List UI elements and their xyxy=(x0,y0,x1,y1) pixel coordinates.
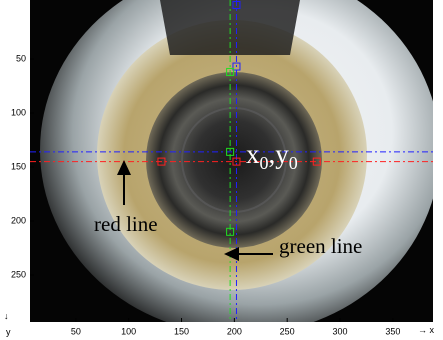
x-tick-label: 50 xyxy=(71,326,81,336)
center-label-part: ,y xyxy=(269,139,290,169)
x-tick-label: 200 xyxy=(227,326,242,336)
x-axis-label: → x xyxy=(418,325,435,335)
annotation: green line xyxy=(279,234,362,258)
x-tick-label: 300 xyxy=(333,326,348,336)
y-axis-label: ↓y xyxy=(4,311,11,337)
center-label-part: 0 xyxy=(260,153,269,173)
center-label-part: 0 xyxy=(289,153,298,173)
photo xyxy=(30,0,440,335)
x-tick-label: 350 xyxy=(385,326,400,336)
y-tick-label: 100 xyxy=(11,107,26,117)
y-tick-label: 200 xyxy=(11,215,26,225)
x-tick-label: 150 xyxy=(174,326,189,336)
y-tick-label: 50 xyxy=(16,53,26,63)
x-tick-label: 100 xyxy=(121,326,136,336)
figure: x0,y0 red line green line ↓y → x 5010015… xyxy=(0,0,443,340)
annotation: red line xyxy=(94,212,158,236)
y-tick-label: 150 xyxy=(11,161,26,171)
center-label-part: x xyxy=(246,139,260,169)
x-tick-label: 250 xyxy=(280,326,295,336)
y-tick-label: 250 xyxy=(11,269,26,279)
